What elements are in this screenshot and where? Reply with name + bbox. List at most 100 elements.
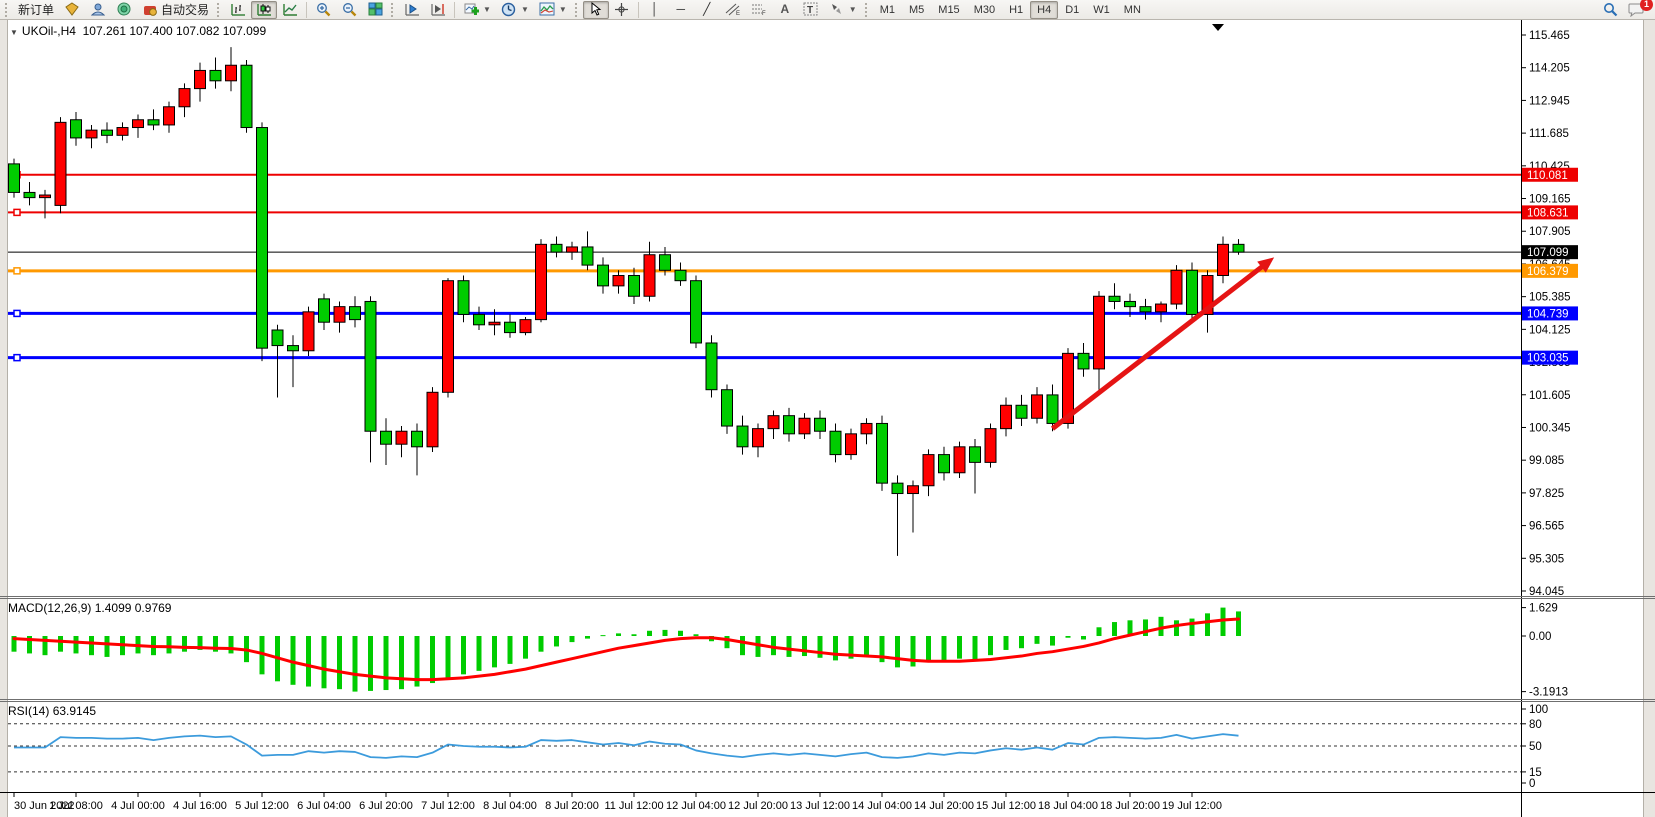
bar-chart-button[interactable]	[225, 1, 251, 19]
rsi-indicator-label: RSI(14) 63.9145	[8, 704, 96, 718]
macd-histogram-bar	[538, 636, 544, 652]
profile-button[interactable]	[85, 1, 111, 19]
indicators-button[interactable]: ▼	[458, 1, 496, 19]
candle-body	[938, 454, 950, 474]
timeframe-m15-button[interactable]: M15	[938, 3, 960, 16]
macd-panel[interactable]	[11, 607, 1242, 692]
level-anchor-marker[interactable]	[13, 309, 21, 318]
dropdown-arrow-icon: ▼	[483, 5, 491, 14]
macd-histogram-bar	[523, 636, 528, 659]
level-anchor-marker[interactable]	[13, 208, 21, 217]
trend-arrow-head	[1257, 257, 1275, 273]
timeframe-mn-button[interactable]: MN	[1123, 3, 1141, 16]
candle-body	[240, 64, 253, 129]
notifications-button[interactable]: 1	[1623, 0, 1653, 19]
text-tool-button[interactable]: A	[772, 1, 798, 19]
price-tick-label: 112.945	[1529, 95, 1570, 107]
macd-name: MACD(12,26,9)	[8, 601, 92, 615]
toolbar-grip[interactable]	[864, 2, 870, 17]
toolbar-grip[interactable]	[5, 2, 10, 17]
candles-layer[interactable]	[8, 47, 1245, 556]
toolbar-grip[interactable]	[217, 2, 222, 17]
macd-histogram-bar	[166, 636, 172, 654]
macd-histogram-bar	[771, 636, 776, 656]
zoom-out-icon	[341, 2, 357, 17]
candlestick-chart-icon	[256, 2, 272, 17]
macd-histogram-bar	[383, 636, 389, 691]
periods-button[interactable]: ▼	[496, 1, 534, 19]
trend-arrow-annotation[interactable]	[1050, 257, 1275, 431]
timeframe-m30-button[interactable]: M30	[973, 3, 996, 16]
rsi-line	[14, 733, 1239, 759]
level-anchor-marker[interactable]	[13, 267, 21, 275]
time-tick-label: 6 Jul 20:00	[359, 800, 413, 812]
autotrading-button[interactable]: 自动交易	[137, 1, 214, 19]
candle-body	[380, 430, 392, 445]
chart-shift-button[interactable]	[425, 1, 451, 19]
timeframe-d1-button[interactable]: D1	[1065, 3, 1080, 16]
macd-histogram-bar	[910, 636, 916, 667]
candle-body	[194, 69, 206, 90]
timeframe-m1-button[interactable]: M1	[879, 3, 895, 16]
svg-text:E: E	[736, 11, 740, 16]
line-chart-icon	[282, 2, 298, 17]
toolbar-grip[interactable]	[391, 2, 396, 17]
search-button[interactable]	[1597, 1, 1623, 19]
candle-body	[54, 121, 67, 206]
crosshair-tool-button[interactable]	[609, 1, 635, 19]
trendline-tool-button[interactable]: ╱	[694, 1, 720, 19]
timeframe-m5-button[interactable]: M5	[909, 3, 925, 16]
macd-histogram-bar	[476, 636, 482, 671]
fibonacci-tool-button[interactable]: F	[746, 1, 772, 19]
tile-windows-button[interactable]	[362, 1, 388, 19]
toolbar-grip[interactable]	[574, 2, 580, 17]
candle-body	[8, 163, 20, 193]
timeframe-h4-button[interactable]: H4	[1030, 0, 1059, 19]
chart-title[interactable]: ▼ UKOil-,H4 107.261 107.400 107.082 107.0…	[10, 24, 266, 38]
time-tick-label: 18 Jul 04:00	[1038, 800, 1098, 812]
candle-body	[752, 428, 764, 448]
timeframe-h1-button[interactable]: H1	[1009, 3, 1024, 16]
candle-body	[411, 430, 423, 448]
rsi-panel[interactable]	[8, 723, 1521, 773]
arrows-tool-button[interactable]: ▼	[824, 1, 862, 19]
zoom-in-button[interactable]	[310, 1, 336, 19]
horizontal-level-lines[interactable]	[8, 171, 1521, 362]
timeframe-w1-button[interactable]: W1	[1093, 3, 1110, 16]
trend-arrow-shaft[interactable]	[1050, 261, 1268, 431]
zoom-out-button[interactable]	[336, 1, 362, 19]
macd-histogram-bar	[662, 629, 668, 636]
line-chart-button[interactable]	[277, 1, 303, 19]
candle-body	[1093, 295, 1105, 370]
candle-body	[519, 319, 532, 334]
new-chart-button[interactable]	[59, 1, 85, 19]
rsi-tick-label: 0	[1529, 778, 1535, 790]
level-anchor-marker[interactable]	[13, 353, 21, 362]
auto-scroll-button[interactable]	[399, 1, 425, 19]
macd-histogram-bar	[879, 636, 885, 663]
candle-body	[597, 264, 609, 287]
text-label-tool-button[interactable]: T	[798, 1, 824, 19]
new-order-button[interactable]: 新订单	[13, 1, 59, 19]
rsi-tick-label: 15	[1529, 767, 1542, 779]
price-axis[interactable]: 115.465114.205112.945111.685110.425109.1…	[1521, 20, 1578, 817]
macd-histogram-bar	[1205, 613, 1210, 636]
price-level-badge-value: 104.739	[1527, 308, 1569, 320]
chart-shift-marker-icon[interactable]	[1212, 24, 1224, 31]
vertical-line-tool-button[interactable]: │	[642, 1, 668, 19]
cursor-tool-button[interactable]	[582, 0, 609, 19]
macd-histogram-bar	[1019, 636, 1024, 649]
price-tick-label: 94.045	[1529, 586, 1564, 598]
horizontal-line-tool-button[interactable]: ─	[668, 1, 694, 19]
templates-button[interactable]: ▼	[534, 1, 572, 19]
datacenter-button[interactable]	[111, 1, 137, 19]
chart-dropdown-icon[interactable]: ▼	[10, 28, 18, 37]
macd-histogram-bar	[693, 634, 699, 636]
price-level-badge-value: 110.081	[1527, 170, 1568, 182]
candle-body	[256, 127, 268, 349]
equidistant-channel-tool-button[interactable]: E	[720, 1, 746, 19]
candlestick-chart-button[interactable]	[251, 0, 278, 19]
macd-histogram-bar	[321, 636, 327, 689]
